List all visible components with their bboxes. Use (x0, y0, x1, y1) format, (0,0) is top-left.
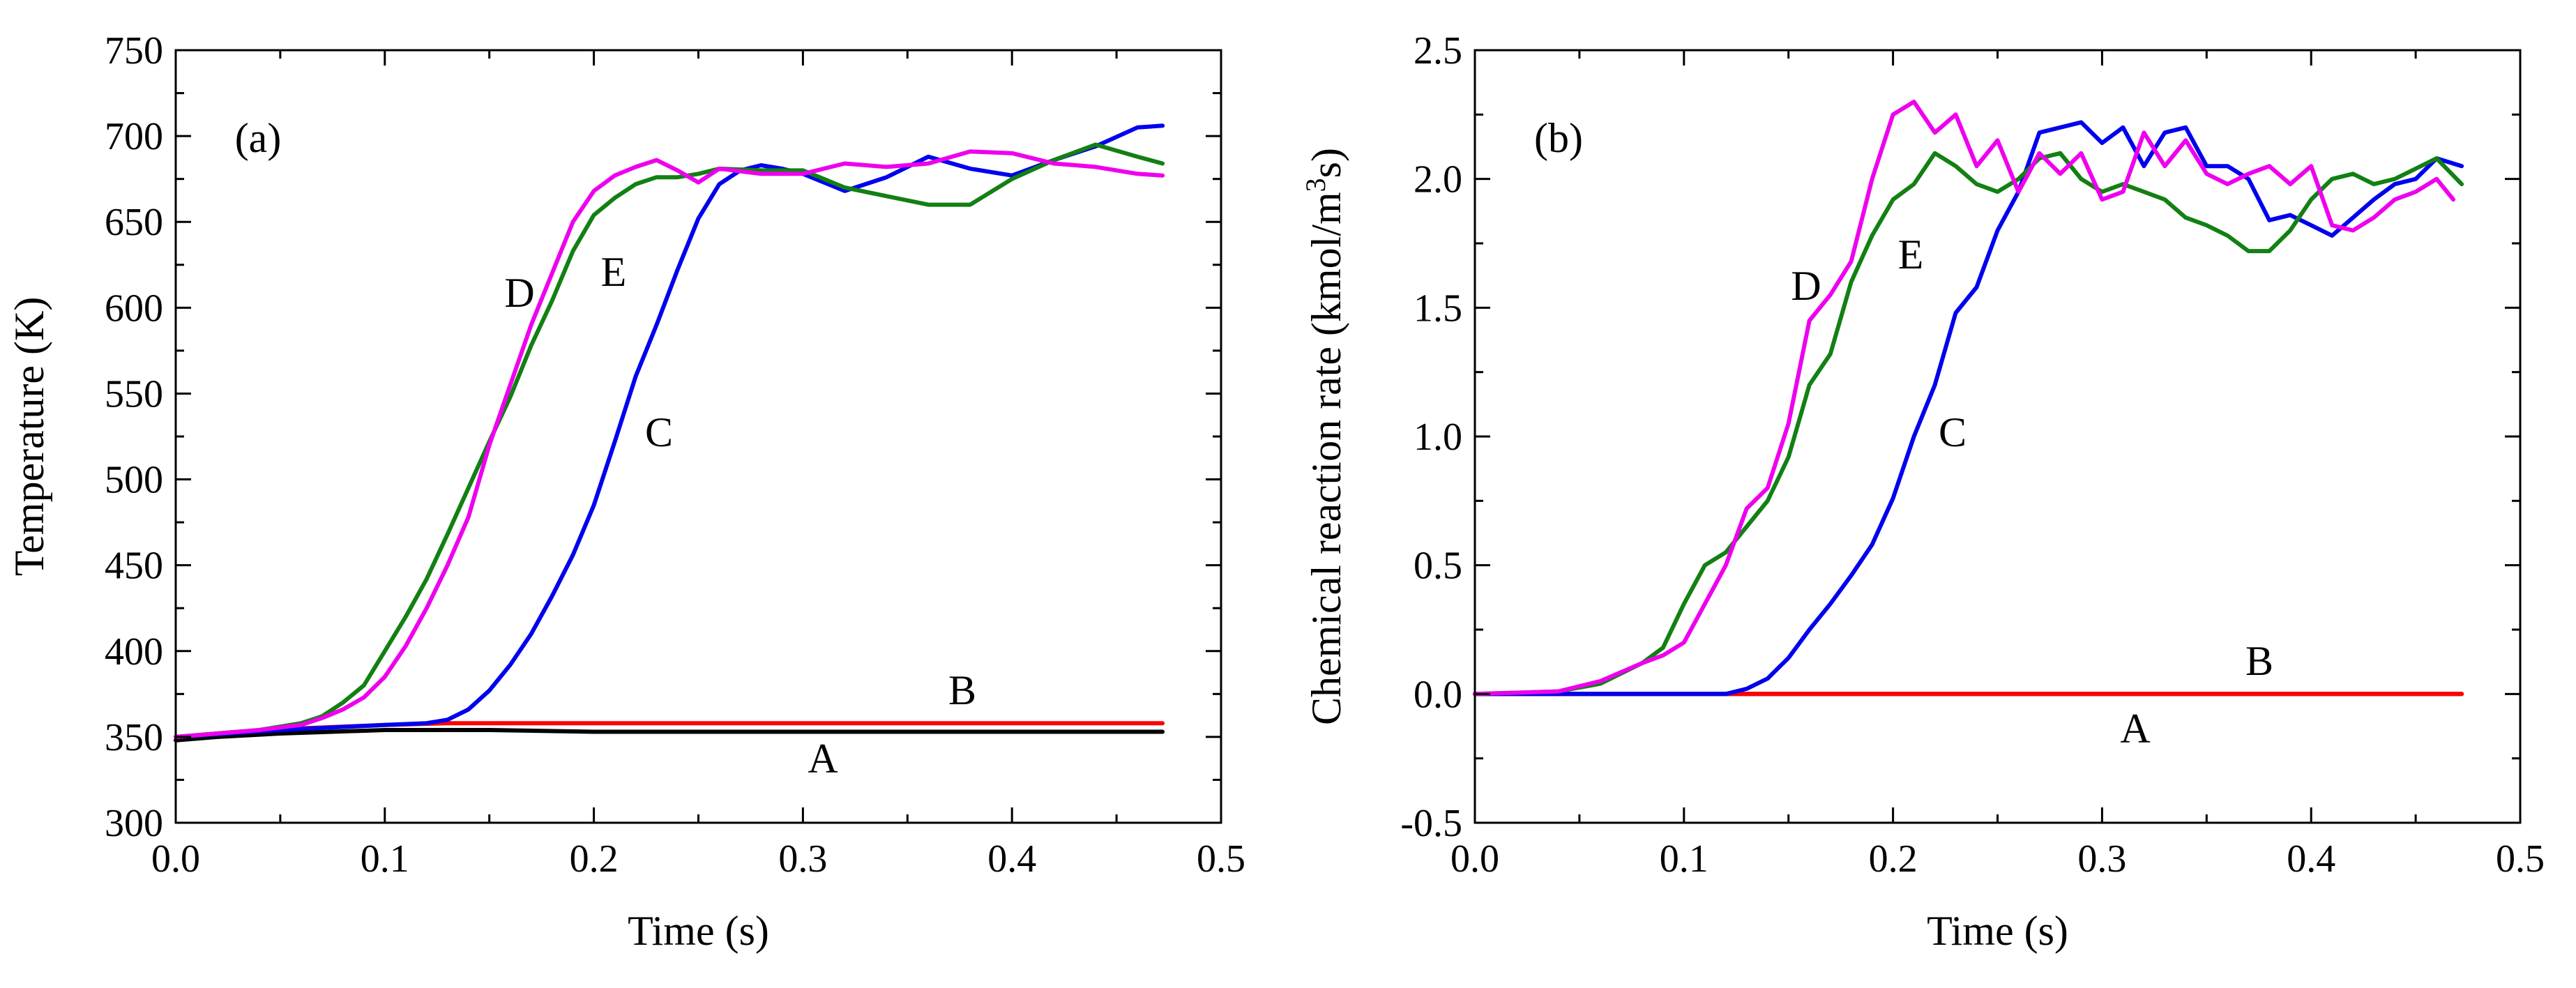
series-line-c (174, 123, 1165, 739)
x-tick-label: 0.5 (2496, 837, 2545, 881)
y-axis-title: Chemical reaction rate (kmol/m3s) (1300, 148, 1349, 725)
x-tick-label: 0.3 (2077, 837, 2126, 881)
y-tick-label: 0.5 (1414, 545, 1462, 588)
x-tick-label: 0.0 (151, 837, 200, 881)
panel-label: (b) (1534, 115, 1583, 161)
y-tick-label: 750 (105, 29, 163, 73)
panel-b: 0.0 0.1 0.2 0.3 0.4 0.5-0.50.00.51.01.52.02.5… (1300, 29, 2545, 954)
y-tick-label: 450 (105, 545, 163, 588)
curve-label-e: E (601, 249, 627, 295)
curve-label-d: D (504, 270, 534, 316)
plot-frame (1473, 49, 2522, 824)
series-line-d (1473, 99, 2456, 697)
curve-label-d: D (1791, 263, 1821, 309)
y-tick-label: 350 (105, 716, 163, 759)
y-tick-label: 550 (105, 372, 163, 416)
x-tick-label: 0.5 (1197, 837, 1245, 881)
curve-label-a: A (2120, 706, 2150, 752)
x-tick-label: 0.4 (2287, 837, 2335, 881)
curve-label-e: E (1898, 231, 1924, 278)
x-tick-label: 0.4 (987, 837, 1036, 881)
x-axis-title: Time (s) (628, 908, 769, 954)
x-tick-label: 0.3 (778, 837, 827, 881)
curve-label-a: A (808, 736, 838, 782)
curve-label-c: C (1939, 409, 1967, 455)
x-tick-label: 0.2 (1869, 837, 1918, 881)
panel-a: 0.0 0.1 0.2 0.3 0.4 0.5 300 350 400 450 500 550 600 6… (6, 29, 1245, 954)
y-tick-label: 2.0 (1414, 158, 1462, 202)
y-tick-label: 600 (105, 287, 163, 330)
x-axis-title: Time (s) (1927, 908, 2068, 954)
series-line-a (174, 728, 1165, 743)
y-tick-label: 400 (105, 630, 163, 674)
series-line-e (174, 142, 1165, 739)
x-tick-label: 0.1 (1660, 837, 1709, 881)
y-tick-label: 700 (105, 115, 163, 158)
y-tick-label: -0.5 (1400, 802, 1462, 845)
curve-label-b: B (948, 667, 976, 713)
y-axis-title: Temperature (K) (6, 297, 52, 577)
series-line-e (1473, 151, 2464, 697)
y-tick-label: 1.0 (1414, 416, 1462, 459)
series-line-c (1473, 120, 2464, 697)
x-tick-label: 0.2 (570, 837, 619, 881)
y-tick-label: 0.0 (1414, 673, 1462, 716)
y-tick-label: 1.5 (1414, 287, 1462, 330)
series-line-d (174, 149, 1165, 739)
y-tick-label: 2.5 (1414, 29, 1462, 73)
curve-label-c: C (645, 409, 673, 455)
curve-label-b: B (2245, 638, 2273, 684)
y-tick-label: 500 (105, 459, 163, 502)
x-tick-label: 0.0 (1450, 837, 1499, 881)
y-tick-label: 300 (105, 802, 163, 845)
panel-label: (a) (235, 115, 282, 161)
x-tick-label: 0.1 (361, 837, 409, 881)
y-tick-label: 650 (105, 201, 163, 244)
